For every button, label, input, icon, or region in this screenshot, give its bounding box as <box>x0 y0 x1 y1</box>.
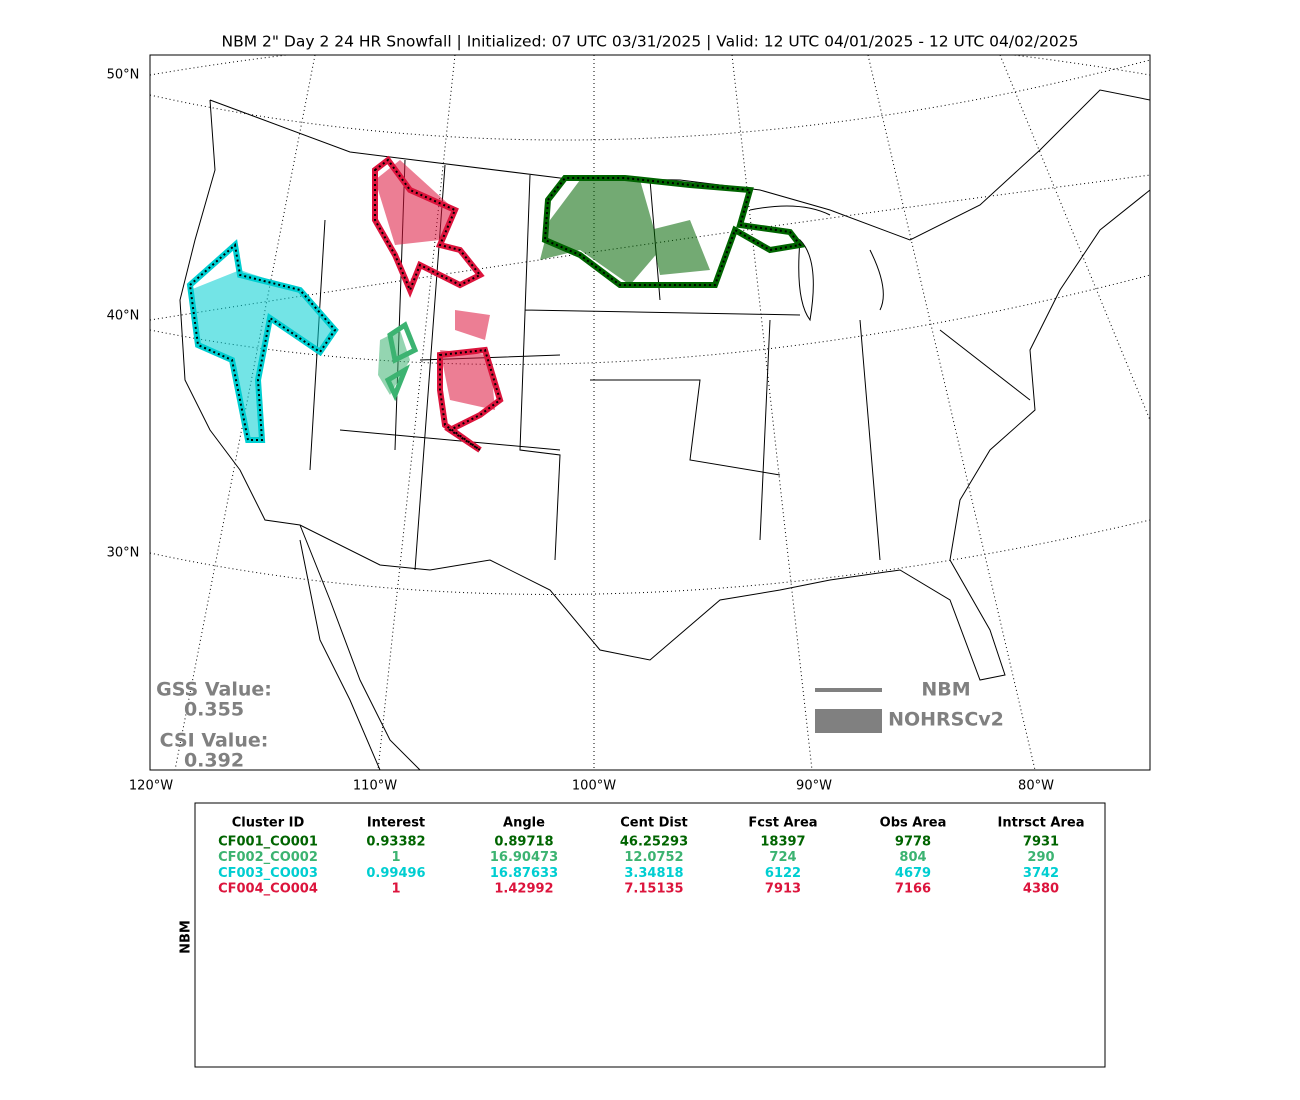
table-cell: 4380 <box>1023 882 1059 897</box>
legend-patch <box>815 709 882 733</box>
csi-label: CSI Value: <box>160 730 269 752</box>
table-cell: 1.42992 <box>494 882 553 897</box>
country-outline <box>179 89 1150 681</box>
table-cell: 7931 <box>1023 835 1059 850</box>
table: Cluster ID Interest Angle Cent Dist Fcst Are… <box>218 816 1084 897</box>
table-cell: 18397 <box>760 835 805 850</box>
lat-label: 30°N <box>107 546 140 561</box>
country-outline <box>299 524 421 770</box>
table-side-label: NBM <box>179 920 194 954</box>
gss-value: 0.355 <box>184 699 244 721</box>
title: NBM 2" Day 2 24 HR Snowfall | Initialize… <box>221 33 1078 51</box>
table-cell: 6122 <box>765 866 801 881</box>
table-cell: 7.15135 <box>624 882 683 897</box>
table-cell: 16.90473 <box>490 850 558 865</box>
lon-label: 110°W <box>353 779 397 794</box>
fcst-cluster-dots <box>188 243 337 441</box>
map-frame <box>149 54 1151 771</box>
table-cell: 290 <box>1027 850 1054 865</box>
lon-label: 80°W <box>1018 779 1054 794</box>
table-header: Obs Area <box>880 816 947 831</box>
table-header: Cent Dist <box>620 816 688 831</box>
table-cell: 1 <box>391 882 400 897</box>
table-header: Intrsct Area <box>998 816 1085 831</box>
table-cell: 0.93382 <box>366 835 425 850</box>
great-lakes <box>749 205 884 322</box>
table-cell: 3742 <box>1023 866 1059 881</box>
table-cell: 16.87633 <box>490 866 558 881</box>
lon-label: 100°W <box>572 779 616 794</box>
table-cell: CF001_CO001 <box>218 835 318 850</box>
table-header: Angle <box>503 816 545 831</box>
table-cell: 1 <box>391 850 400 865</box>
gss-label: GSS Value: <box>156 679 272 701</box>
lat-label: 50°N <box>107 68 140 83</box>
fcst-cluster-dots <box>543 177 802 286</box>
table-header: Fcst Area <box>748 816 817 831</box>
legend-label: NBM <box>921 679 970 701</box>
table-cell: 46.25293 <box>620 835 688 850</box>
lon-label: 90°W <box>796 779 832 794</box>
table-cell: 7166 <box>895 882 931 897</box>
table-cell: CF002_CO002 <box>218 850 318 865</box>
table-cell: CF004_CO004 <box>218 882 318 897</box>
table-cell: 12.0752 <box>624 850 683 865</box>
map: 50°N 40°N 30°N 120°W 110°W 100°W 90°W 80… <box>107 54 1151 794</box>
obs-cluster <box>375 160 495 410</box>
table-cell: 0.89718 <box>494 835 553 850</box>
fcst-cluster-dots <box>374 158 502 451</box>
table-cell: CF003_CO003 <box>218 866 318 881</box>
legend-label: NOHRSCv2 <box>888 709 1004 731</box>
obs-cluster <box>540 180 710 285</box>
lon-label: 120°W <box>129 779 173 794</box>
graticule <box>999 55 1150 421</box>
table-cell: 724 <box>769 850 796 865</box>
graticule <box>150 59 1150 141</box>
lat-label: 40°N <box>107 309 140 324</box>
table-cell: 4679 <box>895 866 931 881</box>
table-header: Interest <box>367 816 425 831</box>
fcst-cluster <box>384 321 419 402</box>
table-header: Cluster ID <box>232 816 305 831</box>
table-frame <box>194 802 1106 1068</box>
table-cell: 804 <box>899 850 926 865</box>
table-cell: 0.99496 <box>366 866 425 881</box>
table-cell: 3.34818 <box>624 866 683 881</box>
table-cell: 9778 <box>895 835 931 850</box>
table-cell: 7913 <box>765 882 801 897</box>
csi-value: 0.392 <box>184 750 244 772</box>
